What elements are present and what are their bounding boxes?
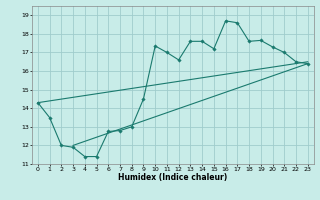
X-axis label: Humidex (Indice chaleur): Humidex (Indice chaleur) <box>118 173 228 182</box>
